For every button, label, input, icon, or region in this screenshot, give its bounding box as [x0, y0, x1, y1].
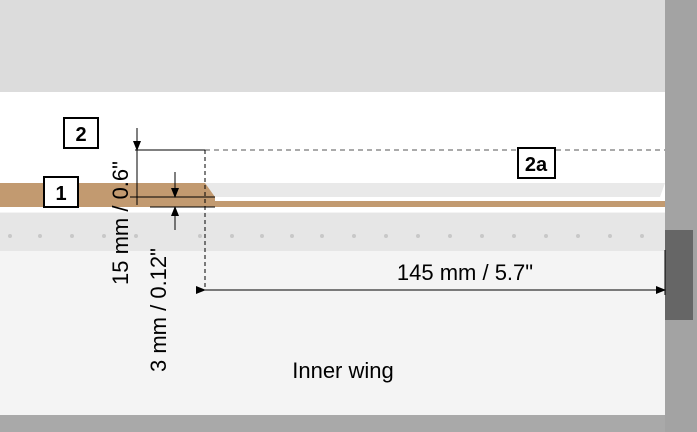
dimension-lines — [130, 128, 666, 295]
base-strip — [0, 183, 215, 207]
dark-block — [665, 230, 693, 320]
label-box-2a: 2a — [517, 147, 556, 179]
top-band — [0, 0, 697, 92]
base-line — [205, 201, 665, 207]
label: 2a — [525, 154, 548, 176]
panel-2a — [205, 183, 665, 197]
label-box-2: 2 — [63, 117, 99, 149]
bottom-band — [0, 415, 697, 432]
dimension-label: 15 mm / 0.6" — [108, 161, 133, 285]
right-band — [665, 0, 697, 432]
dimension-label: 145 mm / 5.7" — [397, 260, 533, 285]
perforations — [8, 234, 644, 238]
label: 1 — [55, 183, 66, 205]
caption: Inner wing — [292, 358, 394, 383]
dimension-label: 3 mm / 0.12" — [146, 248, 171, 372]
label-box-1: 1 — [43, 176, 79, 208]
perforated-strip — [0, 213, 665, 251]
label: 2 — [75, 124, 86, 146]
